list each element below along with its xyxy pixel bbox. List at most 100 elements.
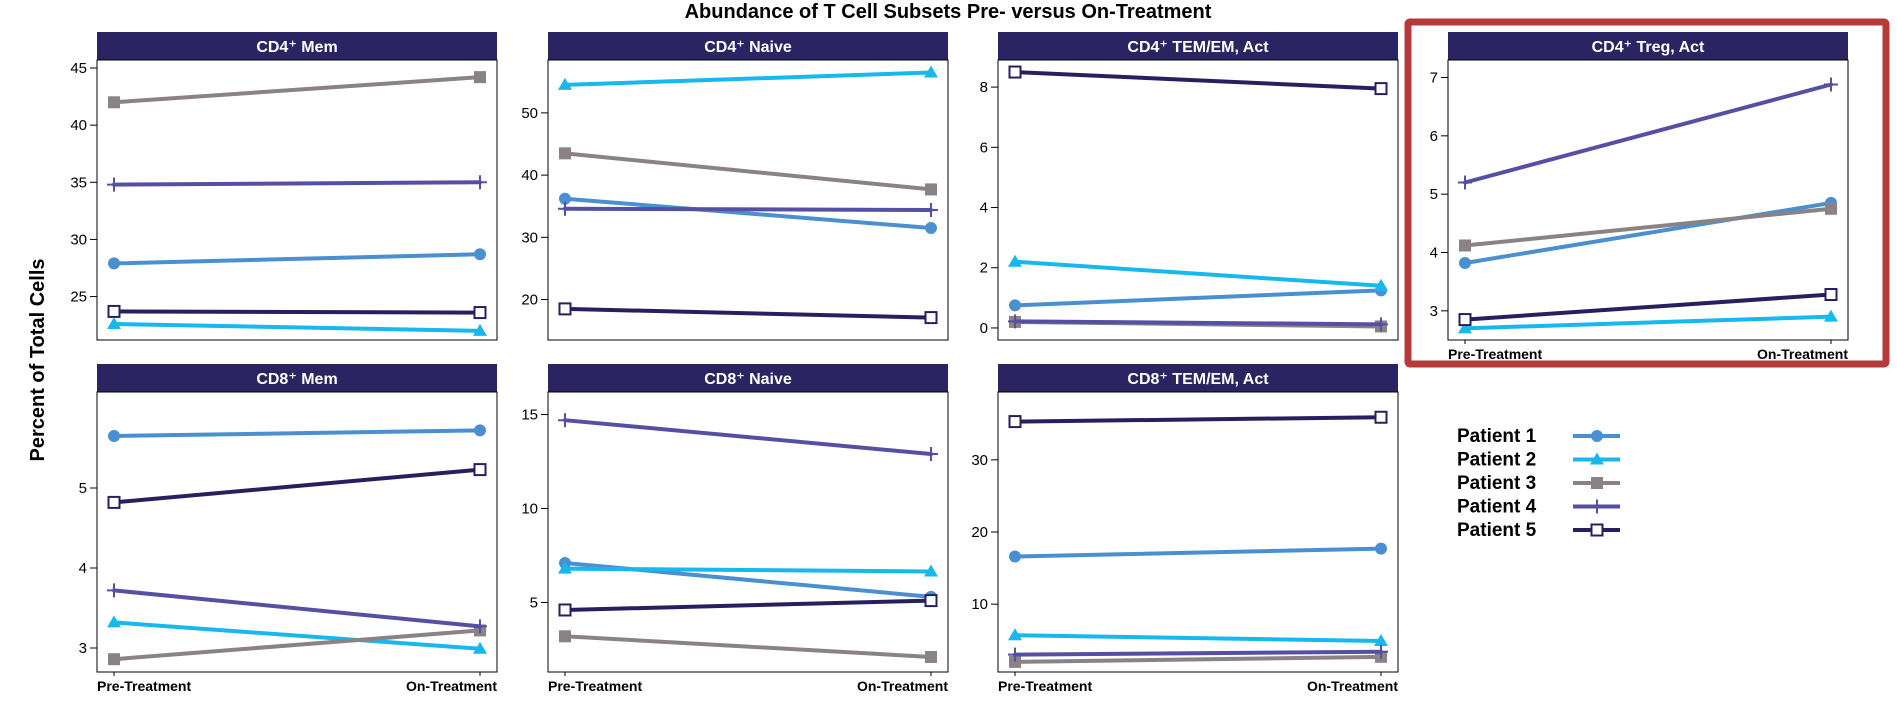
data-point [107,583,121,598]
data-point [1008,647,1022,662]
data-point [559,147,571,160]
y-tick-label: 15 [521,407,538,424]
series-patient-2 [1458,309,1838,334]
data-point [558,77,572,90]
data-point [925,183,937,196]
series-patient-4 [107,175,487,192]
panel-title: CD8⁺ Naive [704,371,792,388]
series-patient-5 [107,304,487,320]
legend-item-patient-2: Patient 2 [1457,450,1620,471]
panel-cd4-mem: CD4⁺ Mem 25 30 35 40 45 [70,32,498,341]
data-point [1009,655,1021,668]
series-patient-1 [559,557,937,603]
data-point [559,630,571,643]
panel-title: CD8⁺ TEM/EM, Act [1127,371,1269,388]
series-line [563,206,933,212]
y-tick-label: 20 [971,524,988,541]
series-patient-3 [1459,202,1837,252]
y-tick-label: 6 [1430,128,1438,145]
series-line [1013,319,1383,327]
series-line [1013,649,1383,657]
data-point [1458,321,1472,334]
series-patient-4 [107,583,487,634]
series-line [563,70,933,87]
panel-header [1448,32,1848,60]
series-line [112,252,482,266]
series-line [112,322,482,333]
data-point [925,222,937,234]
data-point [1824,77,1838,92]
series-line [1013,259,1383,288]
y-tick-label: 5 [79,480,87,497]
data-point [1375,542,1387,555]
data-point [473,641,487,654]
data-point [108,96,120,109]
panel-cd4-treg-act: CD4⁺ Treg, Act 3 4 5 6 7 Pre-Treatment On-Treat… [1404,18,1890,368]
series-patient-3 [1009,650,1387,668]
y-tick-label: 40 [521,167,538,184]
series-line [1013,633,1383,643]
series-line [112,309,482,315]
data-point [473,306,487,320]
series-patient-1 [1459,196,1837,269]
series-line [112,588,482,629]
y-tick-label: 2 [980,260,988,277]
data-point [1008,254,1022,267]
legend-marker [1591,430,1603,442]
series-patient-2 [1008,254,1388,291]
series-line [563,418,933,457]
series-patient-2 [558,561,938,577]
series-line [1013,654,1383,664]
data-point [473,175,487,190]
panel-frame [547,59,949,341]
legend-marker [1590,452,1604,465]
data-point [924,202,938,217]
x-tick-label: On-Treatment [857,678,948,694]
data-point [924,594,938,608]
series-line [563,598,933,612]
series-patient-5 [107,463,487,509]
data-point [924,65,938,78]
series-patient-5 [558,594,938,617]
y-tick-label: 0 [980,320,988,337]
series-patient-5 [1458,288,1838,327]
y-tick-label: 3 [79,640,87,657]
data-point [108,653,120,666]
legend-item-patient-1: Patient 1 [1457,426,1620,447]
y-tick-label: 40 [70,117,87,134]
panel-frame [997,59,1399,341]
y-tick-label: 8 [980,79,988,96]
series-patient-4 [558,413,938,462]
series-line [112,180,482,187]
series-line [1013,288,1383,308]
data-point [1459,239,1471,252]
data-point [1008,65,1022,79]
series-line [1013,546,1383,559]
data-point [1009,550,1021,563]
y-tick-label: 50 [521,105,538,122]
data-point [473,619,487,634]
data-point [107,317,121,329]
series-line [563,306,933,320]
y-axis-label: Percent of Total Cells [27,258,49,461]
series-patient-4 [558,201,938,217]
series-line [112,75,482,105]
panel-cd4-tem-em-act: CD4⁺ TEM/EM, Act 0 2 4 6 8 [980,32,1399,341]
series-patient-4 [1008,314,1388,332]
series-line [563,151,933,192]
data-point [1008,415,1022,429]
panel-frame [1447,59,1849,341]
y-tick-label: 3 [1430,303,1438,320]
panel-cd8-tem-em-act: CD8⁺ TEM/EM, Act 10 20 30 Pre-Treatment On-Tr… [971,364,1399,694]
data-point [1824,288,1838,301]
series-patient-2 [107,615,487,654]
data-point [1374,644,1388,659]
data-point [1824,309,1838,322]
series-patient-3 [559,147,937,196]
legend-item-patient-4: Patient 4 [1457,497,1620,518]
x-tick-label: On-Treatment [1757,346,1848,362]
data-point [1825,202,1837,215]
data-point [1374,82,1388,96]
legend-marker [1590,523,1604,537]
series-patient-3 [559,630,937,663]
